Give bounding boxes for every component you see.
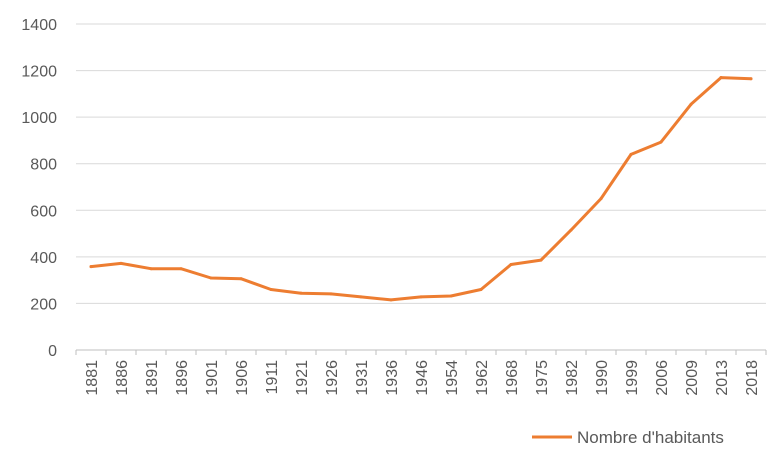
- data-point-1886: [119, 261, 123, 265]
- x-tick-label-1975: 1975: [534, 360, 551, 396]
- data-point-1954: [449, 294, 453, 298]
- x-tick-label-1931: 1931: [354, 360, 371, 396]
- data-point-2009: [689, 102, 693, 106]
- data-point-1911: [269, 287, 273, 291]
- x-tick-label-1999: 1999: [624, 360, 641, 396]
- data-point-2018: [749, 77, 753, 81]
- data-point-1926: [329, 292, 333, 296]
- data-point-1975: [539, 258, 543, 262]
- x-tick-label-1954: 1954: [444, 360, 461, 396]
- data-point-1921: [299, 291, 303, 295]
- legend: Nombre d'habitants: [532, 428, 724, 447]
- x-tick-label-1921: 1921: [294, 360, 311, 396]
- series-group: [89, 76, 753, 302]
- x-tick-label-1990: 1990: [594, 360, 611, 396]
- x-tick-label-1886: 1886: [114, 360, 131, 396]
- data-point-1936: [389, 298, 393, 302]
- x-tick-label-1962: 1962: [474, 360, 491, 396]
- data-point-1901: [209, 276, 213, 280]
- x-tick-label-1936: 1936: [384, 360, 401, 396]
- y-tick-label-1000: 1000: [21, 110, 57, 127]
- data-point-1931: [359, 295, 363, 299]
- y-tick-label-600: 600: [30, 203, 57, 220]
- data-point-1891: [149, 267, 153, 271]
- x-tick-label-1911: 1911: [264, 360, 281, 395]
- legend-label: Nombre d'habitants: [577, 428, 724, 447]
- x-tick-label-1968: 1968: [504, 360, 521, 396]
- x-axis: [75, 349, 767, 355]
- x-tick-label-1946: 1946: [414, 360, 431, 396]
- x-tick-label-2009: 2009: [684, 360, 701, 396]
- y-tick-label-800: 800: [30, 157, 57, 174]
- data-point-1999: [629, 152, 633, 156]
- data-point-1881: [89, 265, 93, 269]
- x-tick-label-1906: 1906: [234, 360, 251, 396]
- y-tick-label-400: 400: [30, 250, 57, 267]
- x-axis-tick-labels: 1881 1886 1891 1896 1901 1906 1911 1921 1926 1931…: [84, 360, 761, 396]
- y-tick-label-0: 0: [48, 343, 57, 360]
- data-point-1982: [569, 228, 573, 232]
- data-point-2006: [659, 140, 663, 144]
- data-point-1946: [419, 295, 423, 299]
- x-tick-label-2018: 2018: [744, 360, 761, 396]
- series-line-0: [89, 76, 753, 302]
- data-point-1906: [239, 277, 243, 281]
- x-tick-label-1896: 1896: [174, 360, 191, 396]
- x-tick-label-2013: 2013: [714, 360, 731, 396]
- x-tick-label-1982: 1982: [564, 360, 581, 396]
- x-tick-label-1891: 1891: [144, 360, 161, 396]
- x-tick-label-2006: 2006: [654, 360, 671, 396]
- data-point-2013: [719, 76, 723, 80]
- x-tick-label-1881: 1881: [84, 360, 101, 396]
- x-tick-label-1926: 1926: [324, 360, 341, 396]
- y-tick-label-1400: 1400: [21, 17, 57, 34]
- data-point-1896: [179, 267, 183, 271]
- y-tick-label-1200: 1200: [21, 64, 57, 81]
- data-point-1968: [509, 263, 513, 267]
- gridlines: [76, 23, 766, 304]
- data-point-1990: [599, 197, 603, 201]
- y-axis-tick-labels: 0 200 400 600 800 1000 1200 1400: [21, 17, 57, 360]
- x-tick-label-1901: 1901: [204, 360, 221, 396]
- data-point-1962: [479, 287, 483, 291]
- y-tick-label-200: 200: [30, 296, 57, 313]
